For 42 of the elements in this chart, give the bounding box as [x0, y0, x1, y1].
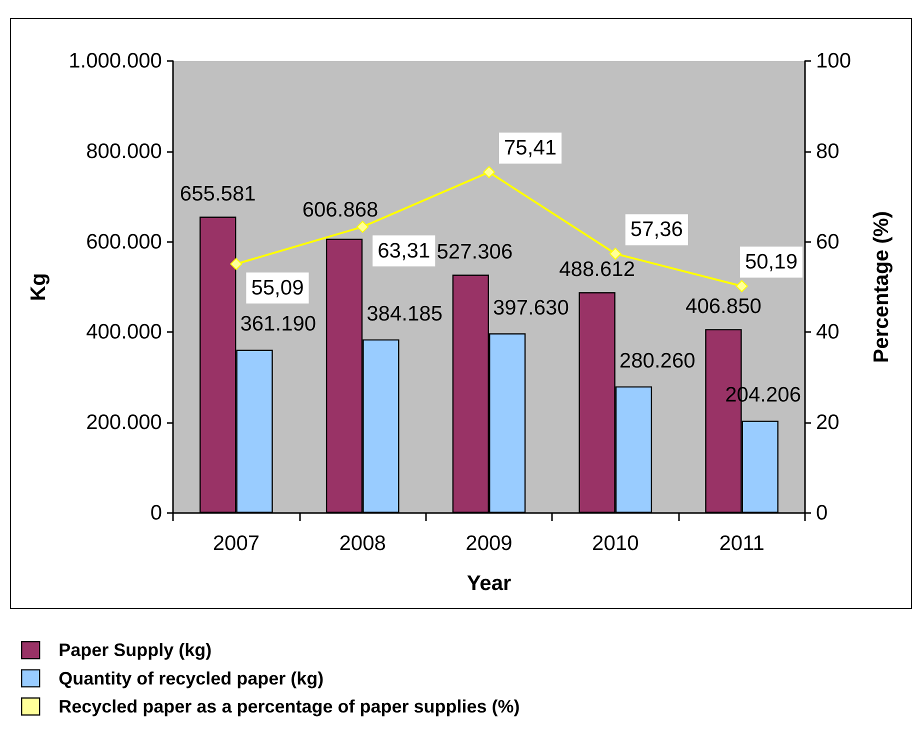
point: [609, 248, 622, 260]
point: [356, 220, 369, 233]
y-tick-label: 400.000: [86, 320, 162, 344]
legend-label: Paper Supply (kg): [58, 640, 212, 660]
x-axis-title: Year: [466, 572, 512, 595]
point: [230, 258, 242, 270]
y2-axis-title: Percentage (%): [870, 211, 893, 363]
y2-tick-label: 0: [816, 502, 828, 524]
data-label: 63,31: [378, 239, 430, 262]
data-label: 527.306: [436, 240, 513, 264]
y-axis-title: Kg: [27, 273, 50, 301]
data-label: 280.260: [619, 349, 696, 372]
y2-tick-label: 100: [816, 50, 852, 72]
y-tick-label: 1.000.000: [68, 50, 162, 72]
x-tick-label: 2010: [592, 532, 639, 555]
y2-tick-label: 20: [816, 411, 840, 434]
data-label: 55,09: [251, 276, 304, 300]
y-tick-label: 800.000: [86, 140, 162, 163]
data-label: 406.850: [686, 295, 762, 318]
x-tick-label: 2009: [466, 532, 512, 555]
x-tick-label: 2011: [719, 532, 764, 555]
x-tick-label: 2008: [339, 532, 386, 555]
data-label: 361.190: [240, 312, 316, 336]
y-tick-label: 600.000: [86, 230, 162, 254]
legend-label: Recycled paper as a percentage of paper supplies (%): [58, 696, 520, 716]
data-label: 488.612: [559, 258, 636, 282]
data-label: 397.630: [492, 296, 569, 320]
data-label: 50,19: [744, 250, 798, 274]
x-tick-label: 2007: [212, 532, 260, 555]
data-label: 655.581: [180, 182, 256, 206]
y2-tick-label: 40: [816, 320, 840, 344]
y-tick-label: 0: [150, 502, 162, 524]
data-label: 606.868: [302, 198, 378, 222]
data-label: 384.185: [366, 302, 443, 326]
y-tick-label: 200.000: [86, 411, 162, 434]
data-label: 75,41: [504, 136, 557, 160]
data-label: 57,36: [630, 218, 683, 242]
y2-tick-label: 60: [816, 230, 840, 254]
y2-tick-label: 80: [816, 140, 840, 163]
point: [736, 280, 748, 292]
legend-label: Quantity of recycled paper (kg): [58, 668, 324, 688]
point: [483, 166, 495, 178]
